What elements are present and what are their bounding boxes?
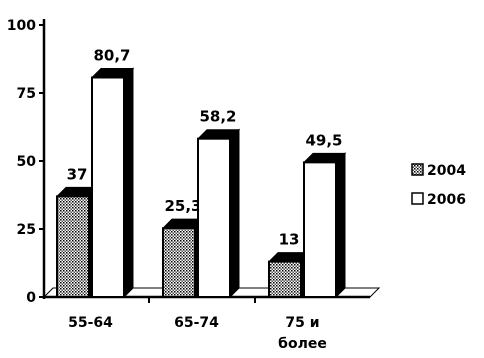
legend-swatch-2006 [411,192,424,205]
category-label: 75 и [285,315,319,331]
bar-2006-1 [197,137,231,298]
bar-2004-0 [56,195,90,298]
category-label: 55-64 [68,315,113,331]
legend-label-2004: 2004 [427,163,466,179]
value-label: 13 [279,231,300,249]
y-tick-label: 0 [26,290,36,306]
y-tick-label: 50 [17,154,37,170]
bar-side [123,67,134,299]
value-label: 25,3 [164,197,201,215]
y-tick-label: 100 [7,18,36,34]
value-label: 37 [67,165,88,183]
legend-label-2006: 2006 [427,192,466,208]
value-label: 49,5 [305,131,342,149]
value-label: 58,2 [199,108,236,126]
value-label: 80,7 [93,46,130,64]
legend: 2004 2006 [411,163,466,208]
legend-swatch-2004 [411,163,424,176]
bar-2004-1 [162,227,196,299]
category-label: более [278,336,327,352]
bar-side [229,128,240,299]
y-tick-label: 25 [17,222,36,238]
bar-2004-2 [268,260,302,299]
category-label: 65-74 [174,315,219,331]
bar-2006-2 [303,161,337,298]
plot-area: 0 25 50 75 100 37 80,7 55-64 25,3 58,2 65-74 13 49,5… [7,18,381,352]
bar-2006-0 [91,76,125,298]
bar-side [335,152,346,299]
y-tick-label: 75 [17,86,36,102]
